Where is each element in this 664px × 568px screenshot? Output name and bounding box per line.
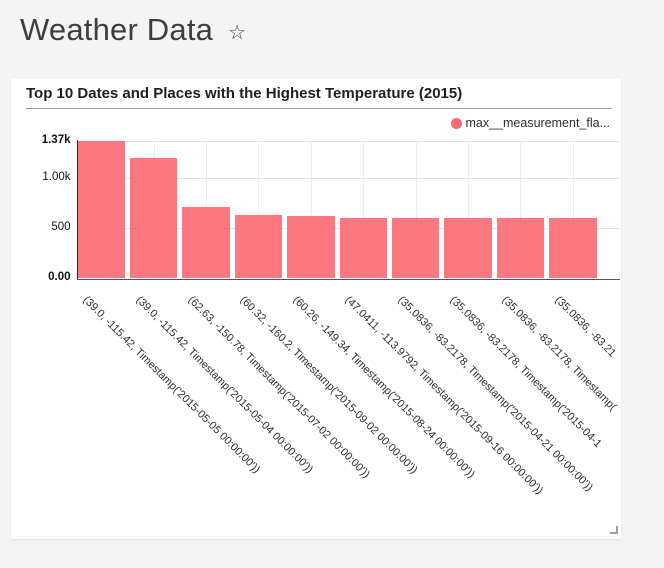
y-tick-label: 1.37k [41, 134, 71, 146]
resize-handle-icon[interactable] [610, 526, 618, 534]
x-tick-label: (60.26, -149.34, Timestamp('2015-08-24 0… [290, 294, 477, 481]
x-tick-label: (62.63, -150.78, Timestamp('2015-07-02 0… [185, 294, 373, 481]
y-axis-line [76, 140, 78, 279]
bar[interactable] [129, 158, 178, 278]
title-divider [26, 108, 612, 109]
bar-chart-plot: 0.00 500 1.00k 1.37k (39.0, -115.42, Timesta… [11, 79, 621, 539]
x-tick-label: (35.0836, -83.2178, Timestamp('2015-04-2… [395, 294, 595, 494]
gridline-vertical [572, 141, 574, 278]
gridline-horizontal [76, 141, 620, 142]
chart-card: Top 10 Dates and Places with the Highest… [11, 79, 621, 539]
bar[interactable] [444, 218, 492, 278]
gridline-horizontal [76, 178, 620, 179]
bar[interactable] [234, 215, 283, 278]
y-tick-label: 1.00k [42, 171, 71, 183]
bar[interactable] [339, 218, 387, 278]
bar[interactable] [287, 215, 335, 278]
y-tick-label: 500 [51, 221, 71, 233]
bar[interactable] [182, 206, 230, 278]
legend-item[interactable]: max__measurement_fla... [451, 116, 610, 130]
bar[interactable] [496, 218, 545, 278]
gridline-vertical [310, 141, 312, 278]
legend-label: max__measurement_fla... [465, 116, 610, 130]
gridline-vertical [520, 141, 522, 278]
star-icon[interactable]: ☆ [228, 22, 247, 44]
bar[interactable] [549, 218, 597, 278]
y-tick-label: 0.00 [48, 271, 71, 283]
x-axis-line [76, 278, 620, 280]
page-header: Weather Data ☆ [20, 12, 246, 48]
x-tick-label: (60.32, -160.2, Timestamp('2015-09-02 00… [237, 294, 421, 477]
bar[interactable] [391, 218, 440, 278]
legend-dot-icon [451, 117, 463, 129]
x-tick-label: (39.0, -115.42, Timestamp('2015-05-04 00… [133, 294, 315, 476]
gridline-vertical [415, 141, 417, 278]
x-tick-label: (39.0, -115.42, Timestamp('2015-05-05 00… [80, 294, 263, 476]
chart-title: Top 10 Dates and Places with the Highest… [26, 85, 463, 102]
page-title: Weather Data [20, 12, 214, 47]
x-tick-label: (47.0411, -113.9792, Timestamp('2015-09-… [342, 294, 546, 497]
gridline-vertical [258, 141, 260, 278]
x-tick-label: (35.0836, -83.2178, Timestamp( [499, 294, 620, 414]
gridline-vertical [468, 141, 470, 278]
bar[interactable] [77, 141, 125, 278]
gridline-vertical [363, 141, 365, 278]
